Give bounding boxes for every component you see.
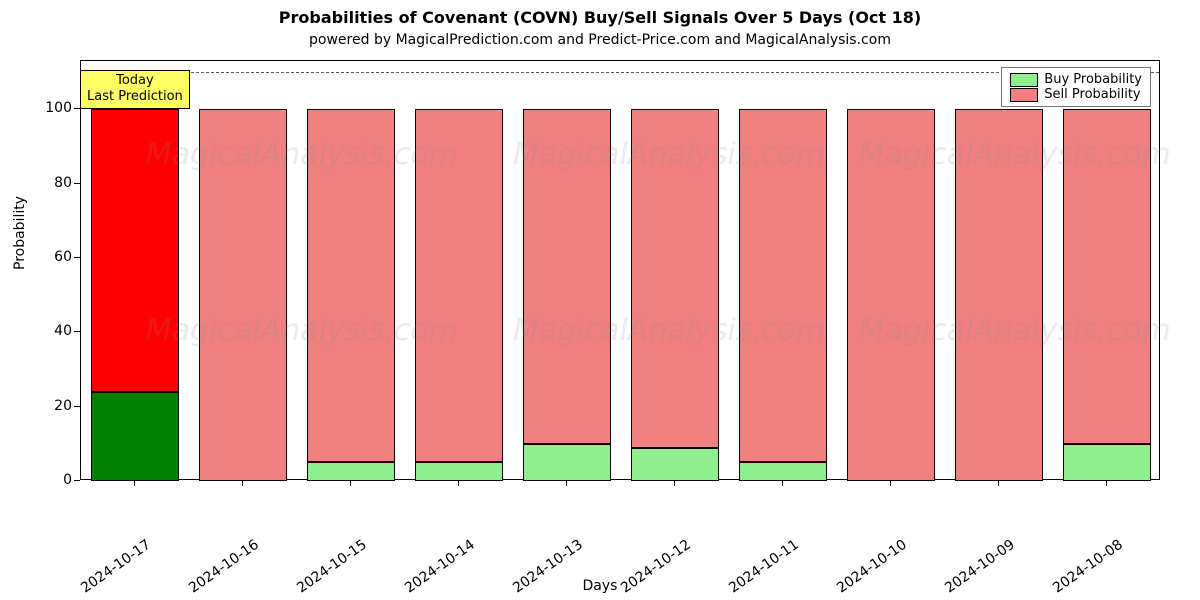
legend-label-buy: Buy Probability bbox=[1044, 72, 1142, 87]
bar-sell bbox=[415, 109, 504, 462]
bar-buy bbox=[739, 462, 828, 481]
ytick-label: 100 bbox=[12, 100, 72, 116]
bar-buy bbox=[631, 448, 720, 481]
chart-title: Probabilities of Covenant (COVN) Buy/Sel… bbox=[0, 8, 1200, 27]
xtick bbox=[458, 480, 459, 486]
xtick bbox=[782, 480, 783, 486]
xtick bbox=[350, 480, 351, 486]
bar-sell bbox=[1063, 109, 1152, 444]
xtick bbox=[566, 480, 567, 486]
legend-label-sell: Sell Probability bbox=[1044, 87, 1140, 102]
ytick-label: 20 bbox=[12, 398, 72, 414]
ytick bbox=[74, 331, 80, 332]
legend-swatch-sell bbox=[1010, 88, 1038, 102]
chart-subtitle: powered by MagicalPrediction.com and Pre… bbox=[0, 32, 1200, 48]
ytick bbox=[74, 257, 80, 258]
bar-sell bbox=[955, 109, 1044, 481]
xtick bbox=[1106, 480, 1107, 486]
ytick-label: 80 bbox=[12, 175, 72, 191]
xtick bbox=[242, 480, 243, 486]
bar-sell bbox=[91, 109, 180, 391]
bar-buy bbox=[523, 444, 612, 481]
xtick bbox=[890, 480, 891, 486]
legend: Buy Probability Sell Probability bbox=[1001, 67, 1151, 107]
legend-item-sell: Sell Probability bbox=[1010, 87, 1142, 102]
bar-sell bbox=[307, 109, 396, 462]
legend-item-buy: Buy Probability bbox=[1010, 72, 1142, 87]
xtick bbox=[674, 480, 675, 486]
ytick-label: 0 bbox=[12, 472, 72, 488]
watermark: MagicalAnalysis.com bbox=[146, 313, 458, 348]
reference-line bbox=[81, 72, 1159, 73]
bar-sell bbox=[199, 109, 288, 481]
xtick bbox=[998, 480, 999, 486]
ytick-label: 40 bbox=[12, 323, 72, 339]
bar-sell bbox=[523, 109, 612, 444]
ytick bbox=[74, 108, 80, 109]
bar-sell bbox=[739, 109, 828, 462]
ytick bbox=[74, 406, 80, 407]
bar-buy bbox=[415, 462, 504, 481]
bar-buy bbox=[1063, 444, 1152, 481]
ytick bbox=[74, 480, 80, 481]
bar-buy bbox=[91, 392, 180, 481]
bar-sell bbox=[847, 109, 936, 481]
bar-buy bbox=[307, 462, 396, 481]
annotation-today: Today Last Prediction bbox=[80, 70, 190, 109]
ytick bbox=[74, 183, 80, 184]
xtick bbox=[134, 480, 135, 486]
bar-sell bbox=[631, 109, 720, 447]
watermark: MagicalAnalysis.com bbox=[146, 137, 458, 172]
ytick-label: 60 bbox=[12, 249, 72, 265]
x-axis-label: Days bbox=[0, 578, 1200, 594]
plot-area: Buy Probability Sell Probability Today L… bbox=[80, 60, 1160, 480]
legend-swatch-buy bbox=[1010, 73, 1038, 87]
